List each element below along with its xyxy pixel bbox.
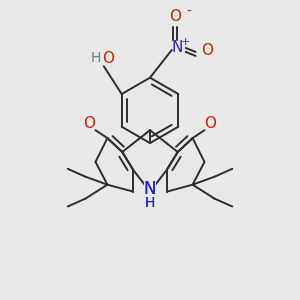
Text: H: H (91, 51, 101, 65)
Text: -: - (186, 5, 191, 19)
Text: O: O (204, 116, 216, 131)
Text: N: N (144, 180, 156, 198)
Text: H: H (145, 196, 155, 209)
Text: H: H (145, 196, 155, 209)
Text: O: O (84, 116, 96, 131)
Text: O: O (102, 51, 114, 66)
Text: N: N (171, 40, 182, 56)
Text: +: + (181, 37, 190, 47)
Text: O: O (169, 9, 181, 24)
Text: N: N (144, 180, 156, 198)
Text: O: O (202, 44, 214, 59)
